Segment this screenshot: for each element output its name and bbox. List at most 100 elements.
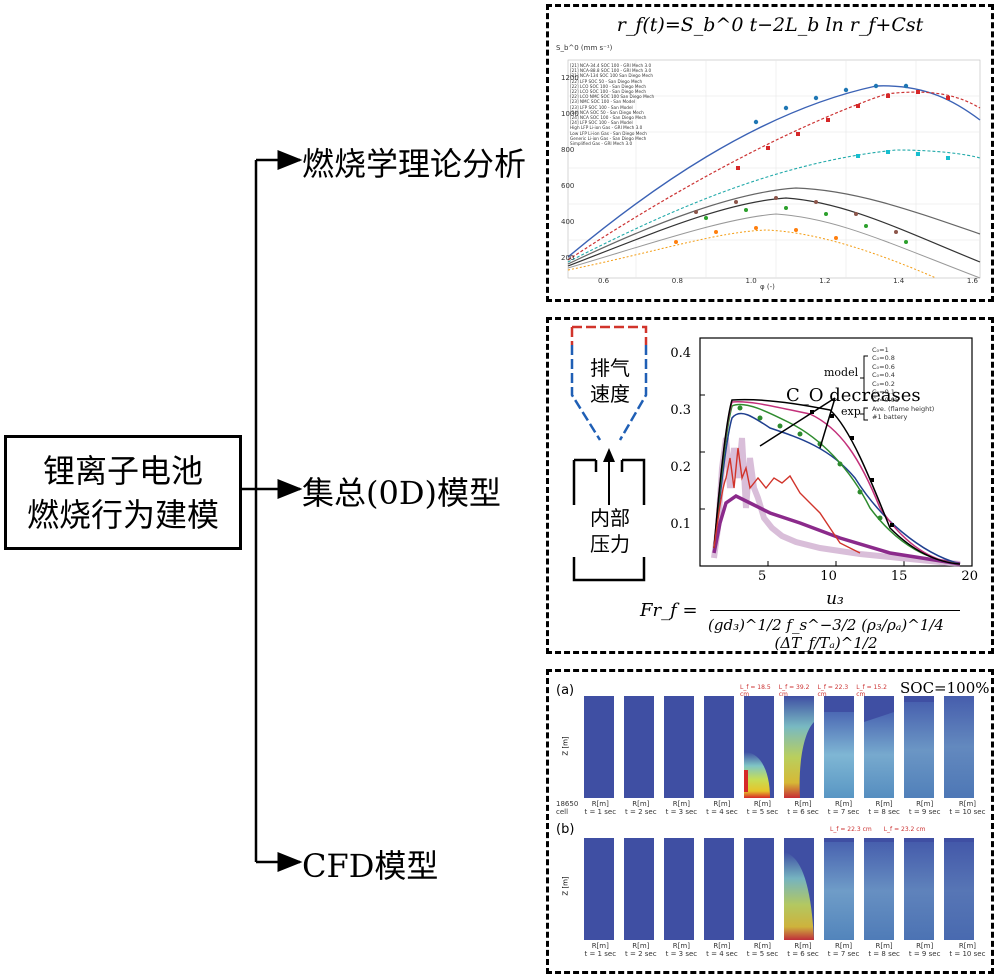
time-label: t = 7 sec	[827, 808, 860, 816]
legend-entry: [23] LFP SOC 100 - San Model	[570, 104, 633, 110]
froude-formula-left: Fr_f =	[640, 600, 698, 621]
legend-entry: C₀=0.8	[872, 354, 895, 363]
time-label: t = 8 sec	[868, 808, 900, 816]
root-label-line1: 锂离子电池	[42, 451, 203, 490]
xtick: 1.0	[745, 277, 757, 285]
r-axis-label: R[m]	[794, 942, 812, 950]
r-axis-label: R[m]	[916, 800, 934, 808]
time-labels-a: R[m] t = 1 sec R[m] t = 2 sec R[m] t = 3 se…	[580, 800, 990, 816]
legend-entry: Ave. (flame height)	[872, 404, 935, 413]
ytick: 800	[561, 146, 575, 154]
chart1-legend: [21] NCA-34.4 SOC 100 - GRI Mech 3.0 [21…	[570, 63, 720, 146]
snapshot-caption: R[m] t = 9 sec	[909, 942, 941, 958]
time-label: t = 4 sec	[706, 808, 738, 816]
r-axis-label: R[m]	[753, 800, 772, 808]
flame-heights-a: L_f = 18.5 cm L_f = 39.2 cm L_f = 22.3 c…	[580, 684, 990, 698]
xtick: 20	[961, 569, 978, 584]
legend-entry: #1 battery	[872, 413, 908, 422]
snapshot-caption: R[m] t = 7 sec	[828, 800, 860, 816]
subfigure-b-label: (b)	[556, 822, 575, 837]
time-label: t = 1 sec	[584, 950, 617, 958]
snapshot-caption: R[m] t = 2 sec	[625, 800, 657, 816]
legend-entry: High LFP Li-ion Gas - GRI Mech 3.0	[570, 125, 643, 131]
legend-entry: C₀=0.4	[872, 371, 895, 380]
flame-height: L_f = 22.3 cm	[830, 826, 872, 833]
legend-entry: [23] NMC SOC 100 - San Model	[570, 99, 636, 105]
r-axis-label: R[m]	[672, 800, 690, 808]
snapshot-caption: R[m] t = 5 sec	[747, 800, 779, 816]
xtick: 1.6	[966, 277, 978, 285]
xtick: 1.2	[819, 277, 831, 285]
legend-entry: [21] NCA-88.8 SOC 100 - GRI Mech 3.0	[570, 68, 652, 74]
snapshot-caption: R[m] t = 1 sec	[585, 800, 617, 816]
time-label: t = 6 sec	[787, 950, 819, 958]
flame-height: L_f = 23.2 cm	[883, 826, 926, 833]
snapshot-caption: R[m] t = 10 sec	[949, 942, 985, 958]
z-axis-label-a: Z [m]	[561, 736, 570, 756]
chart2-xticks: 5 10 15 20	[758, 569, 978, 584]
flame-height: L_f = 22.3 cm	[817, 684, 849, 698]
r-axis-label: R[m]	[834, 800, 853, 808]
chart1-yticks: 1200 1000 800 600 400 200	[561, 60, 579, 276]
snapshot-caption: R[m] t = 2 sec	[625, 942, 657, 958]
flame-height: L_f = 15.2 cm	[856, 684, 887, 698]
r-axis-label: R[m]	[753, 942, 772, 950]
xtick: 10	[820, 569, 837, 584]
legend-entry: C₀=0.6	[872, 362, 895, 371]
time-label: t = 2 sec	[625, 808, 657, 816]
chart2-legend: C₀=1 C₀=0.8 C₀=0.6 C₀=0.4 C₀=0.2 C₀=0.1 …	[872, 346, 934, 422]
snapshot-caption: R[m] t = 8 sec	[868, 800, 900, 816]
snapshot-caption: R[m] t = 10 sec	[949, 800, 985, 816]
flame-heights-b: L_f = 22.3 cm L_f = 23.2 cm	[830, 826, 925, 833]
time-label: t = 5 sec	[746, 808, 779, 816]
branch-combustion-theory: 燃烧学理论分析	[302, 145, 527, 183]
legend-entry: [21] NCA-134 SOC 100 San Diego Mech	[570, 73, 653, 79]
burning-velocity-formula: r_f(t)=S_b^0 t−2L_b ln r_f+Cst	[616, 14, 924, 36]
branch-cfd-model: CFD模型	[302, 847, 439, 885]
ytick: 1200	[561, 74, 579, 82]
battery-schematic	[570, 325, 648, 582]
r-axis-label: R[m]	[713, 800, 731, 808]
legend-entry: C₀=0.05	[872, 396, 900, 405]
snapshot-caption: R[m] t = 3 sec	[666, 942, 698, 958]
time-label: t = 9 sec	[908, 808, 941, 816]
legend-entry: [24] LFP SOC 100 - San Model	[570, 120, 633, 126]
xtick: 0.8	[671, 277, 683, 285]
legend-entry: [24] NCA SOC 100 - San Diego Mech	[570, 115, 647, 121]
froude-formula-numerator: u₃	[710, 588, 960, 611]
z-axis-label-b: Z [m]	[561, 876, 570, 896]
model-label: model	[824, 366, 859, 379]
chart1-xlabel: φ (-)	[760, 283, 775, 291]
exhaust-velocity-label: 排气 速度	[570, 355, 650, 407]
flame-height: L_f = 18.5 cm	[740, 684, 771, 698]
internal-pressure-label-line2: 压力	[590, 532, 630, 556]
root-node: 锂离子电池 燃烧行为建模	[4, 435, 242, 550]
time-label: t = 2 sec	[625, 950, 657, 958]
panel-lumped-model	[546, 317, 994, 654]
time-labels-b: R[m] t = 1 sec R[m] t = 2 sec R[m] t = 3 se…	[580, 942, 990, 958]
r-axis-label: R[m]	[591, 942, 609, 950]
legend-entry: C₀=0.2	[872, 379, 895, 388]
branch-lumped-model: 集总(0D)模型	[302, 474, 501, 512]
subfigure-a-label: (a)	[556, 683, 575, 698]
flame-height: L_f = 39.2 cm	[778, 684, 810, 698]
ytick: 0.2	[670, 460, 691, 475]
time-label: t = 8 sec	[868, 950, 900, 958]
time-label: t = 3 sec	[665, 950, 698, 958]
soc-label: SOC=100%	[900, 679, 990, 697]
snapshot-caption: R[m] t = 8 sec	[868, 942, 900, 958]
legend-entry: Generic Li-ion Gas - San Diego Mech	[570, 135, 647, 141]
ytick: 400	[561, 218, 575, 226]
time-label: t = 10 sec	[949, 808, 986, 816]
xtick: 1.4	[893, 277, 905, 285]
r-axis-label: R[m]	[834, 942, 853, 950]
froude-formula-denominator: (gd₃)^1/2 f_s^−3/2 (ρ₃/ρₐ)^1/4 (ΔT_f/Tₐ)…	[708, 616, 944, 652]
chart1-xticks: 0.6 0.8 1.0 1.2 1.4 1.6	[598, 277, 978, 285]
time-label: t = 10 sec	[949, 950, 986, 958]
xtick: 5	[758, 569, 767, 584]
r-axis-label: R[m]	[875, 942, 893, 950]
r-axis-label: R[m]	[794, 800, 812, 808]
ytick: 1000	[561, 110, 579, 118]
snapshot-caption: R[m] t = 7 sec	[828, 942, 860, 958]
